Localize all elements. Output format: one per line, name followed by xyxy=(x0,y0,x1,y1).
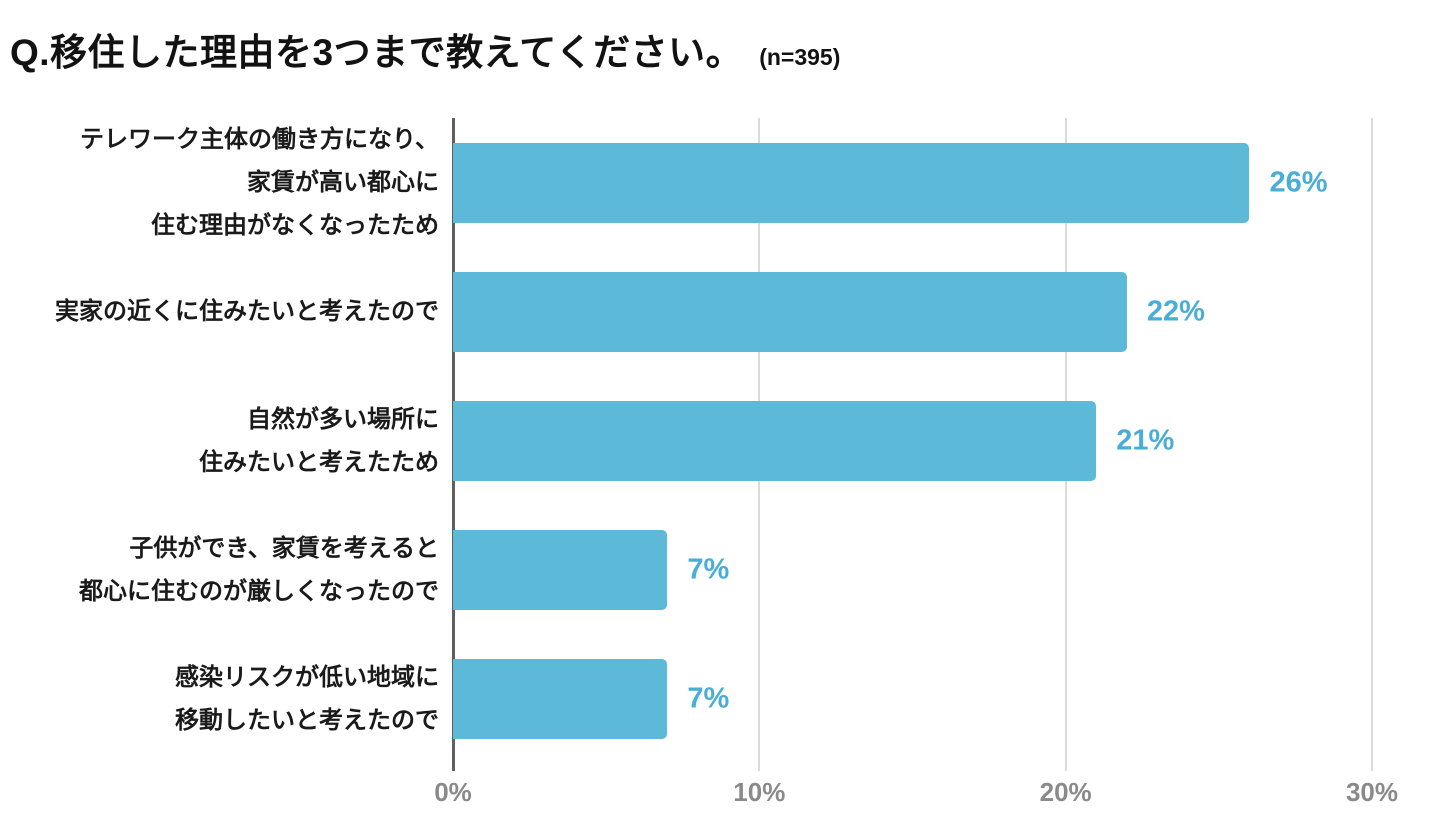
category-label-line: 子供ができ、家賃を考えると xyxy=(129,534,439,562)
bar-chart: テレワーク主体の働き方になり、家賃が高い都心に住む理由がなくなったため 26% 実家… xyxy=(0,118,1440,807)
category-label: 子供ができ、家賃を考えると都心に住むのが厳しくなったので xyxy=(0,527,453,613)
bar xyxy=(453,400,1097,481)
bar-track: 21% xyxy=(453,400,1372,481)
value-label: 7% xyxy=(687,682,730,714)
bar-track: 7% xyxy=(453,658,1372,739)
sample-size-note: (n=395) xyxy=(759,44,841,70)
x-tick-label: 10% xyxy=(733,777,786,807)
category-label-line: 移動したいと考えたので xyxy=(175,706,439,734)
category-label: 感染リスクが低い地域に 移動したいと考えたので xyxy=(0,656,453,742)
x-tick-label: 20% xyxy=(1039,777,1092,807)
bar-track: 26% xyxy=(453,142,1372,223)
bar xyxy=(453,142,1250,223)
chart-header: Q.移住した理由を3つまで教えてください。 (n=395) xyxy=(10,22,840,76)
chart-row: 感染リスクが低い地域に 移動したいと考えたので 7% xyxy=(0,634,1440,763)
chart-title: Q.移住した理由を3つまで教えてください。 xyxy=(10,32,744,73)
bar xyxy=(453,658,668,739)
chart-row: 子供ができ、家賃を考えると都心に住むのが厳しくなったので 7% xyxy=(0,505,1440,634)
category-label-line: テレワーク主体の働き方になり、 xyxy=(79,126,439,153)
x-tick-label: 0% xyxy=(434,777,472,807)
value-label: 22% xyxy=(1146,295,1205,327)
bar xyxy=(453,529,668,610)
category-label-line: 自然が多い場所に xyxy=(247,405,439,433)
category-label: 自然が多い場所に住みたいと考えたため xyxy=(0,398,453,484)
bar-track: 22% xyxy=(453,271,1372,352)
x-tick-label: 30% xyxy=(1345,777,1399,807)
bar xyxy=(453,271,1127,352)
category-label: 実家の近くに住みたいと考えたので xyxy=(0,290,453,333)
category-label-line: 都心に住むのが厳しくなったので xyxy=(79,577,439,605)
value-label: 7% xyxy=(687,553,730,585)
bar-rows: テレワーク主体の働き方になり、家賃が高い都心に住む理由がなくなったため 26% 実家… xyxy=(0,118,1440,763)
category-label-line: 住む理由がなくなったため xyxy=(151,212,439,239)
category-label-line: 家賃が高い都心に xyxy=(247,169,439,196)
bar-track: 7% xyxy=(453,529,1372,610)
chart-row: 実家の近くに住みたいと考えたので 22% xyxy=(0,247,1440,376)
chart-row: 自然が多い場所に住みたいと考えたため 21% xyxy=(0,376,1440,505)
value-label: 26% xyxy=(1269,166,1328,198)
gridline xyxy=(1371,118,1373,771)
category-label-line: 住みたいと考えたため xyxy=(199,448,439,476)
category-label-line: 感染リスクが低い地域に xyxy=(175,663,439,691)
x-axis: 0% 10% 20% 30% xyxy=(434,777,1398,809)
category-label-line: 実家の近くに住みたいと考えたので xyxy=(55,298,439,325)
chart-row: テレワーク主体の働き方になり、家賃が高い都心に住む理由がなくなったため 26% xyxy=(0,118,1440,247)
category-label: テレワーク主体の働き方になり、家賃が高い都心に住む理由がなくなったため xyxy=(0,118,453,247)
value-label: 21% xyxy=(1116,424,1175,456)
